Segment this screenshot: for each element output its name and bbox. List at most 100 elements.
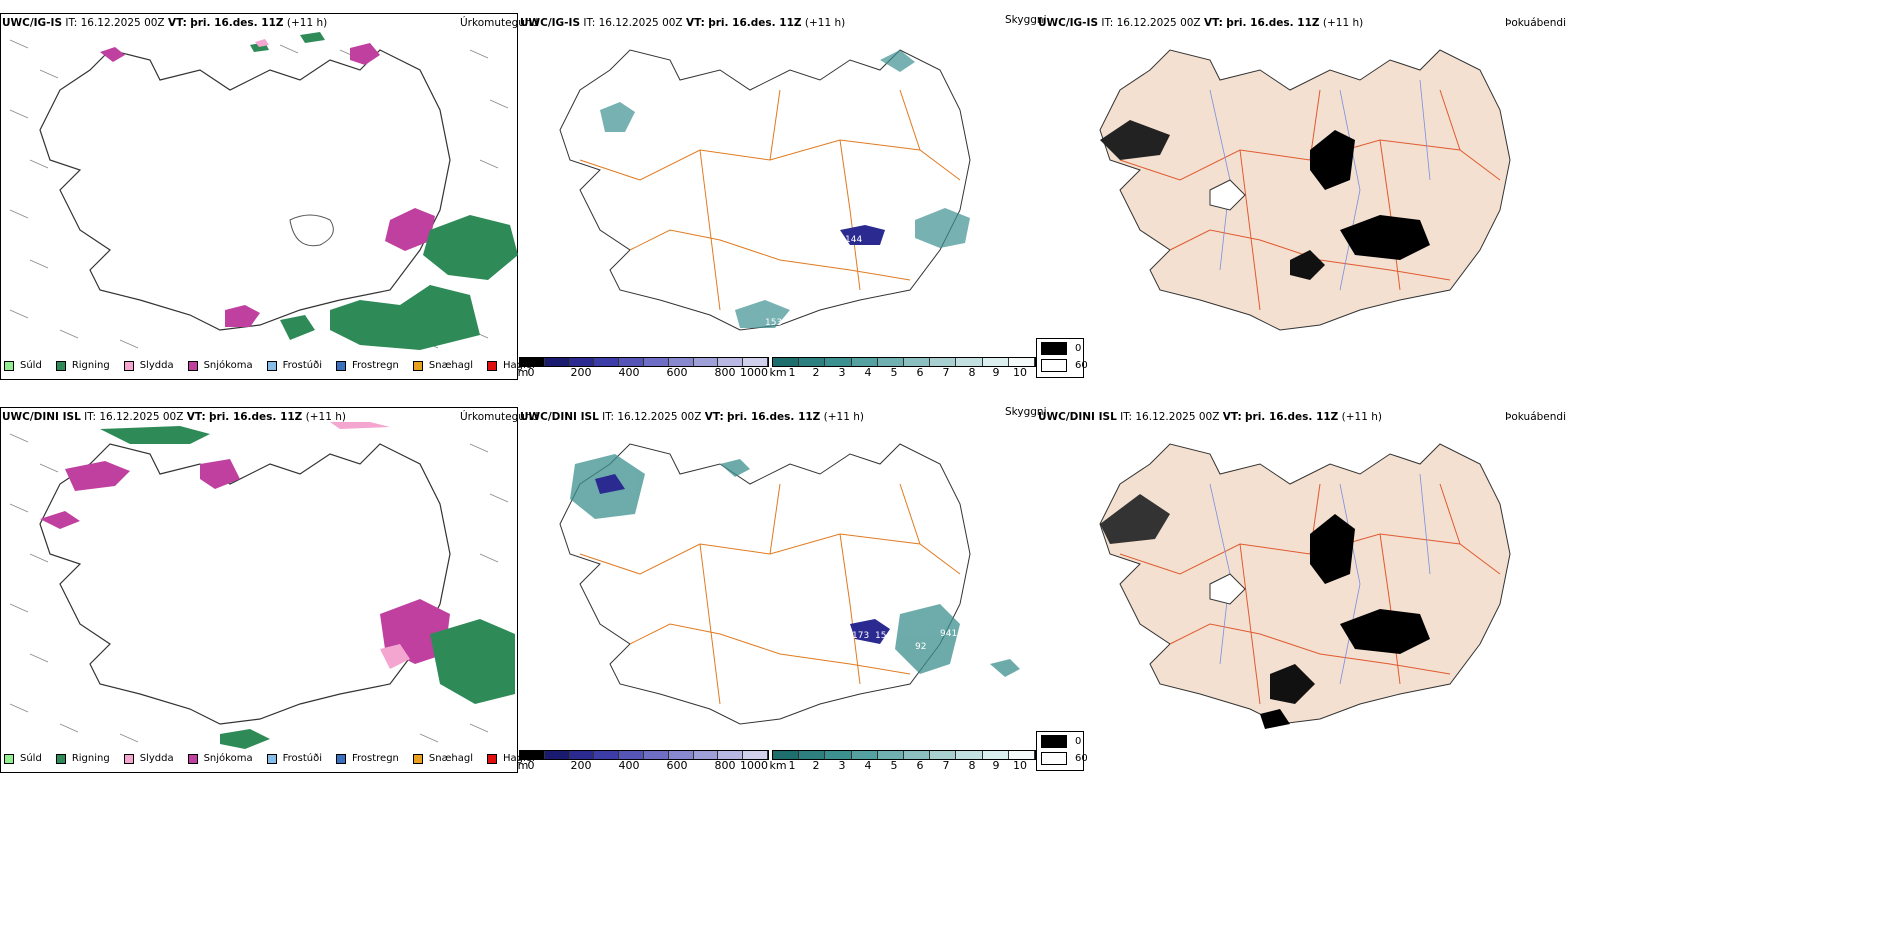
tick-label: 6 xyxy=(916,759,924,772)
colorbar-swatch xyxy=(743,751,768,759)
low-vis-areas xyxy=(570,454,1020,677)
tick-label: 800 xyxy=(714,759,736,772)
legend-item: Rigning xyxy=(55,360,110,371)
tick-label: 5 xyxy=(890,759,898,772)
legend-item: Slydda xyxy=(123,360,174,371)
cloud-base-areas xyxy=(595,474,890,644)
legend-swatch xyxy=(336,360,346,371)
colorbar-swatch xyxy=(619,358,644,366)
tick-label: 600 xyxy=(666,759,688,772)
legend-swatch xyxy=(123,360,134,371)
colorbar-swatch xyxy=(956,751,983,759)
legend-swatch xyxy=(412,753,423,764)
map-annotation: 941 xyxy=(940,629,957,639)
colorbar-swatch xyxy=(520,751,545,759)
colorbar-swatch xyxy=(520,358,545,366)
precip-legend: Súld Rigning Slydda Snjókoma Frostúði Fr… xyxy=(4,753,549,764)
tick-label: 400 xyxy=(618,366,640,379)
tick-label: 3 xyxy=(838,366,846,379)
visibility-ticks: km 1 2 3 4 5 6 7 8 9 10 xyxy=(769,759,1034,773)
precip-type-panel-frame xyxy=(0,13,518,380)
map-annotation: 144 xyxy=(845,235,862,245)
legend-swatch xyxy=(187,753,198,764)
fog-title: Þokuábendi xyxy=(1505,17,1566,29)
fog-legend-swatch xyxy=(1041,752,1067,765)
legend-item: Súld xyxy=(4,753,42,764)
tick-label: 800 xyxy=(714,366,736,379)
colorbar-swatch xyxy=(799,358,826,366)
legend-swatch xyxy=(4,753,14,764)
legend-item: Haglél xyxy=(487,360,535,371)
fog-legend-swatch xyxy=(1041,359,1067,372)
tick-unit: km xyxy=(769,759,787,772)
tick-label: 0 xyxy=(527,759,535,772)
visibility-panel-header: UWC/DINI ISL IT: 16.12.2025 00Z VT: þri.… xyxy=(520,411,864,423)
tick-label: 4 xyxy=(864,366,872,379)
cloud-base-areas xyxy=(840,225,885,245)
colorbar-swatch xyxy=(569,751,595,759)
legend-item: Snjókoma xyxy=(187,753,253,764)
cloud-base-colorbar xyxy=(519,357,769,367)
tick-label: 9 xyxy=(992,759,1000,772)
colorbar-swatch xyxy=(1008,358,1035,366)
rain-areas xyxy=(250,32,518,350)
visibility-title: Skyggni xyxy=(1005,406,1047,418)
legend-item: Snæhagl xyxy=(412,753,473,764)
colorbar-swatch xyxy=(773,751,800,759)
legend-item: Snæhagl xyxy=(412,360,473,371)
tick-label: 7 xyxy=(942,366,950,379)
tick-unit: km xyxy=(769,366,787,379)
tick-label: 200 xyxy=(570,366,592,379)
iceland-coastline xyxy=(559,49,971,331)
colorbar-swatch xyxy=(594,358,620,366)
legend-item: Frostregn xyxy=(336,753,399,764)
visibility-title: Skyggni xyxy=(1005,14,1047,26)
colorbar-swatch xyxy=(877,751,904,759)
colorbar-swatch xyxy=(773,358,800,366)
fog-map xyxy=(1099,443,1511,729)
legend-item: Frostúði xyxy=(266,360,322,371)
legend-item: Frostregn xyxy=(336,360,399,371)
tick-label: 1 xyxy=(788,759,796,772)
snow-areas xyxy=(40,459,450,664)
legend-swatch xyxy=(187,360,198,371)
colorbar-swatch xyxy=(799,751,826,759)
colorbar-swatch xyxy=(982,358,1009,366)
visibility-map: 144 153 xyxy=(559,49,971,331)
precip-type-title: Úrkomutegund xyxy=(460,17,539,29)
colorbar-swatch xyxy=(594,751,620,759)
colorbar-swatch xyxy=(668,751,694,759)
colorbar-swatch xyxy=(930,358,957,366)
colorbar-swatch xyxy=(903,751,931,759)
legend-swatch xyxy=(266,753,277,764)
precip-type-title: Úrkomutegund xyxy=(460,411,539,423)
legend-item: Rigning xyxy=(55,753,110,764)
legend-swatch xyxy=(123,753,134,764)
colorbar-swatch xyxy=(544,358,570,366)
tick-label: 8 xyxy=(968,759,976,772)
colorbar-swatch xyxy=(930,751,957,759)
colorbar-swatch xyxy=(693,358,719,366)
fog-legend-item: 60 xyxy=(1041,359,1088,372)
road-network xyxy=(579,483,961,705)
iceland-land xyxy=(1099,443,1511,725)
legend-swatch xyxy=(4,360,14,371)
colorbar-swatch xyxy=(1008,751,1035,759)
tick-label: 8 xyxy=(968,366,976,379)
map-annotation: 92 xyxy=(915,642,926,652)
visibility-ticks: km 1 2 3 4 5 6 7 8 9 10 xyxy=(769,366,1034,380)
map-annotation: 15 xyxy=(875,631,886,641)
wind-barbs xyxy=(9,433,509,743)
legend-swatch xyxy=(412,360,423,371)
tick-label: 2 xyxy=(812,759,820,772)
colorbar-swatch xyxy=(569,358,595,366)
tick-label: 2 xyxy=(812,366,820,379)
visibility-panel-header: UWC/IG-IS IT: 16.12.2025 00Z VT: þri. 16… xyxy=(520,17,846,29)
legend-swatch xyxy=(55,753,66,764)
legend-swatch xyxy=(487,753,498,764)
fog-legend-item: 0 xyxy=(1041,735,1081,748)
fog-legend-swatch xyxy=(1041,342,1067,355)
legend-swatch xyxy=(487,360,498,371)
visibility-colorbar xyxy=(772,357,1036,367)
rain-areas xyxy=(100,426,515,749)
